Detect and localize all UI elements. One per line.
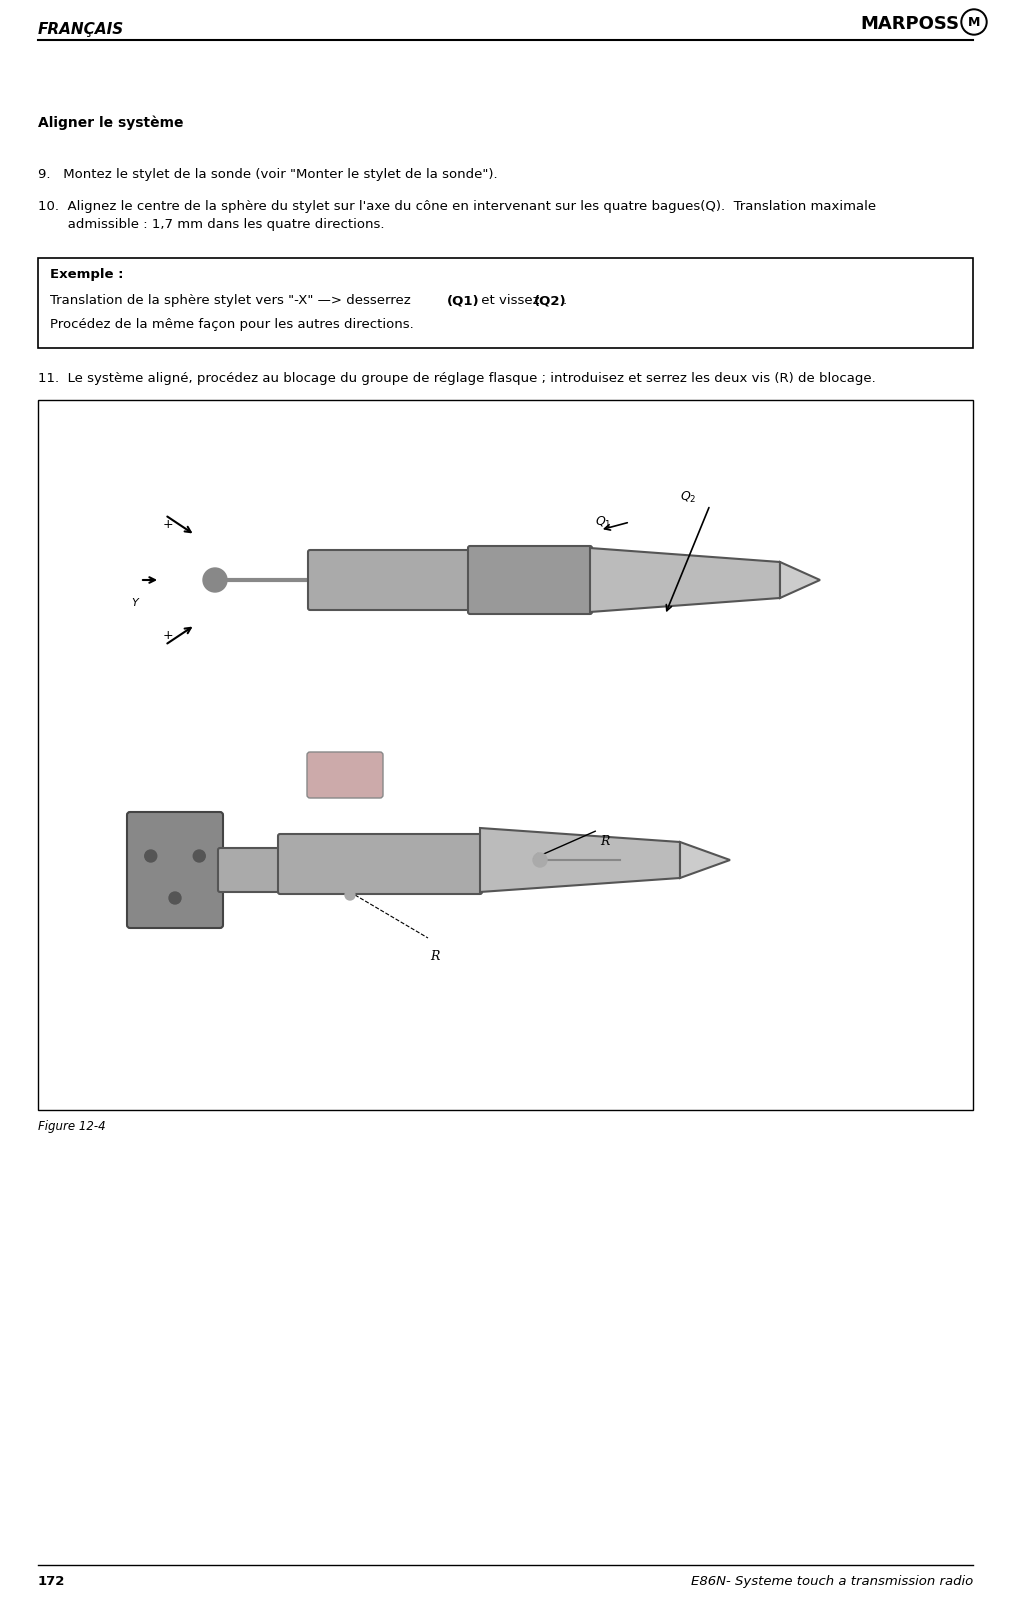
Circle shape bbox=[345, 890, 355, 899]
Circle shape bbox=[193, 850, 205, 862]
Text: FRANÇAIS: FRANÇAIS bbox=[38, 22, 124, 37]
FancyBboxPatch shape bbox=[468, 547, 592, 614]
Circle shape bbox=[203, 567, 227, 592]
Text: Translation de la sphère stylet vers "-X" —> desserrez: Translation de la sphère stylet vers "-X… bbox=[50, 293, 415, 308]
FancyBboxPatch shape bbox=[38, 258, 973, 348]
Circle shape bbox=[963, 11, 985, 34]
Text: Exemple :: Exemple : bbox=[50, 268, 123, 281]
Polygon shape bbox=[590, 548, 780, 612]
Polygon shape bbox=[480, 829, 680, 891]
Text: Procédez de la même façon pour les autres directions.: Procédez de la même façon pour les autre… bbox=[50, 317, 413, 330]
Circle shape bbox=[961, 10, 987, 35]
FancyBboxPatch shape bbox=[307, 752, 383, 798]
Circle shape bbox=[533, 853, 547, 867]
Text: M: M bbox=[968, 16, 981, 29]
Text: R: R bbox=[430, 951, 440, 963]
FancyBboxPatch shape bbox=[38, 401, 973, 1109]
Text: et vissez: et vissez bbox=[477, 293, 544, 308]
Text: $Q_2$: $Q_2$ bbox=[680, 491, 697, 505]
Text: +: + bbox=[163, 628, 173, 641]
Text: 10.  Alignez le centre de la sphère du stylet sur l'axe du cône en intervenant s: 10. Alignez le centre de la sphère du st… bbox=[38, 200, 877, 231]
Text: .: . bbox=[563, 293, 567, 308]
FancyBboxPatch shape bbox=[308, 550, 472, 611]
Text: MARPOSS: MARPOSS bbox=[861, 14, 960, 34]
Text: Aligner le système: Aligner le système bbox=[38, 115, 184, 130]
FancyBboxPatch shape bbox=[127, 813, 223, 928]
FancyBboxPatch shape bbox=[218, 848, 282, 891]
Polygon shape bbox=[780, 563, 820, 598]
Text: +: + bbox=[163, 518, 173, 531]
Circle shape bbox=[169, 891, 181, 904]
Circle shape bbox=[145, 850, 157, 862]
Text: 172: 172 bbox=[38, 1576, 66, 1589]
Text: Y: Y bbox=[131, 598, 139, 608]
Text: E86N- Systeme touch a transmission radio: E86N- Systeme touch a transmission radio bbox=[691, 1576, 973, 1589]
Text: 11.  Le système aligné, procédez au blocage du groupe de réglage flasque ; intro: 11. Le système aligné, procédez au bloca… bbox=[38, 372, 876, 385]
Text: (Q1): (Q1) bbox=[447, 293, 479, 308]
Text: $Q_1$: $Q_1$ bbox=[595, 515, 612, 531]
FancyBboxPatch shape bbox=[278, 834, 482, 894]
Text: Figure 12-4: Figure 12-4 bbox=[38, 1120, 105, 1133]
Text: 9.   Montez le stylet de la sonde (voir "Monter le stylet de la sonde").: 9. Montez le stylet de la sonde (voir "M… bbox=[38, 168, 497, 181]
Text: (Q2): (Q2) bbox=[534, 293, 566, 308]
Polygon shape bbox=[680, 842, 730, 878]
Text: R: R bbox=[600, 835, 610, 848]
